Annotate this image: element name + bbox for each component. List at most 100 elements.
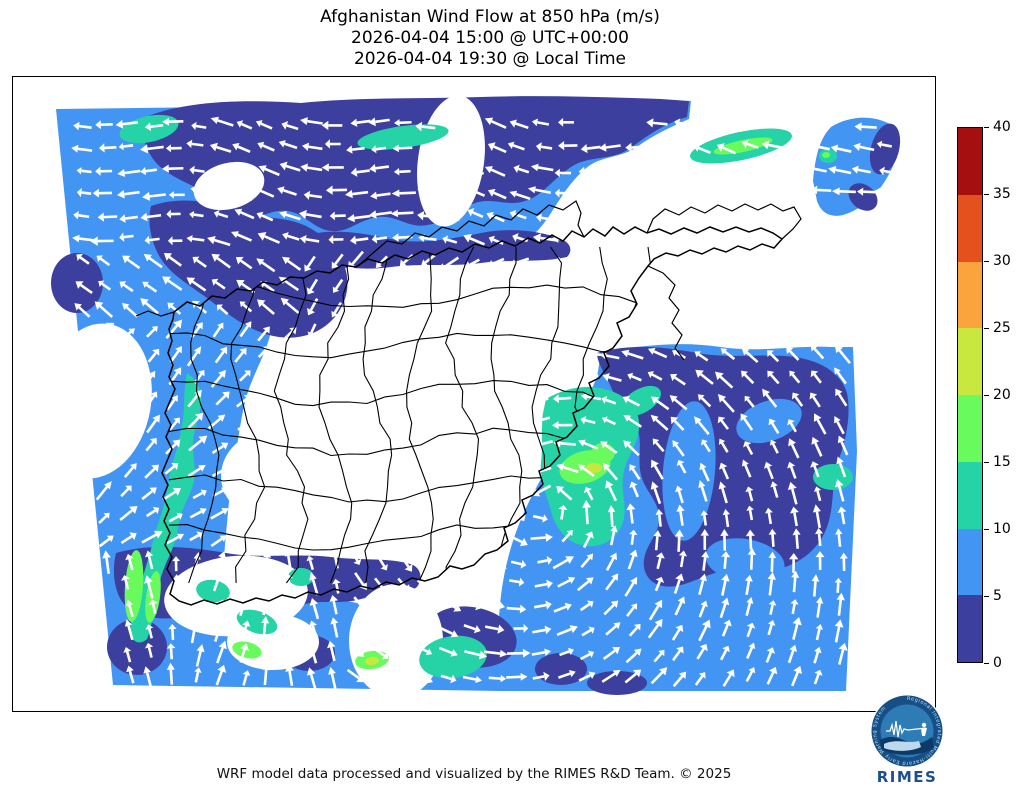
rimes-logo: Regional Integrated Multi-Hazard Early W… — [870, 694, 944, 786]
wind-arrow-shaft — [787, 650, 795, 664]
wind-arrow-shaft — [624, 672, 637, 684]
wind-arrow-shaft — [443, 256, 460, 268]
wind-arrow-shaft — [216, 257, 231, 269]
wind-arrow-head — [239, 348, 247, 356]
wind-arrow-head — [769, 666, 778, 675]
wind-arrow-shaft — [814, 442, 823, 457]
wind-arrow-shaft — [769, 237, 783, 242]
wind-arrow-head — [813, 486, 822, 492]
wind-arrow-shaft — [284, 142, 298, 150]
wind-arrow-head — [244, 438, 254, 446]
wind-arrow-shaft — [469, 237, 485, 246]
wind-arrow-head — [402, 626, 411, 635]
wind-arrow-head — [713, 303, 723, 311]
wind-arrow-head — [286, 642, 296, 649]
wind-arrow-head — [220, 442, 229, 450]
wind-arrow-head — [625, 142, 632, 153]
wind-arrow-head — [528, 349, 537, 358]
wind-arrow-head — [515, 465, 523, 473]
wind-arrow-shaft — [835, 168, 852, 175]
wind-arrow-head — [484, 117, 494, 125]
wind-arrow-shaft — [834, 305, 847, 319]
wind-arrow-head — [418, 308, 425, 315]
wind-arrow-head — [212, 189, 220, 199]
wind-arrow-shaft — [446, 238, 458, 244]
wind-arrow-head — [767, 370, 775, 378]
wind-arrow-head — [499, 649, 508, 658]
wind-arrow-shaft — [743, 417, 754, 431]
wind-arrow-shaft — [789, 422, 797, 433]
wind-arrow-shaft — [859, 145, 875, 152]
wind-arrow-head — [610, 600, 619, 608]
wind-arrow-head — [219, 535, 227, 542]
wind-arrow-shaft — [628, 417, 643, 428]
wind-arrow-head — [148, 599, 158, 606]
wind-arrow-head — [241, 461, 249, 470]
wind-arrow-head — [310, 472, 318, 478]
wind-arrow-shaft — [608, 375, 622, 382]
wind-arrow-shaft — [356, 119, 371, 125]
colorbar-segment-0-5 — [958, 595, 982, 662]
wind-arrow-shaft — [123, 442, 134, 455]
wind-arrow-head — [717, 278, 726, 287]
wind-arrow-head — [152, 506, 160, 515]
wind-arrow-shaft — [305, 213, 322, 219]
wind-arrow-head — [834, 479, 844, 488]
wind-arrow-head — [71, 144, 79, 153]
wind-arrow-head — [287, 346, 296, 354]
wind-arrow-head — [856, 187, 864, 196]
wind-arrow-shaft — [674, 398, 688, 411]
wind-arrow-head — [162, 276, 172, 285]
colorbar-tick-label: 0 — [993, 655, 1002, 671]
wind-arrow-shaft — [653, 236, 665, 240]
wind-arrow-head — [718, 165, 727, 175]
wind-arrow-head — [741, 259, 750, 268]
wind-arrow-head — [601, 395, 608, 405]
wind-arrow-shaft — [287, 555, 292, 571]
wind-arrow-head — [268, 370, 277, 379]
wind-arrow-shaft — [355, 321, 364, 333]
wind-arrow-head — [836, 279, 843, 287]
wind-arrow-shaft — [747, 302, 763, 314]
strong-wind-speckle — [419, 635, 487, 679]
wind-arrow-head — [623, 277, 630, 286]
wind-arrow-shaft — [78, 214, 90, 219]
wind-arrow-head — [792, 617, 802, 626]
wind-arrow-head — [124, 391, 132, 399]
wind-arrow-head — [398, 470, 407, 476]
wind-arrow-shaft — [421, 341, 434, 356]
wind-arrow-head — [715, 324, 723, 332]
wind-arrow-head — [242, 548, 251, 557]
wind-arrow-shaft — [837, 393, 848, 407]
wind-arrow-head — [834, 367, 841, 375]
wind-arrow-shaft — [749, 554, 754, 570]
wind-arrow-shaft — [742, 329, 756, 341]
wind-arrow-head — [596, 323, 605, 333]
wind-arrow-shaft — [216, 145, 232, 153]
wind-arrow-shaft — [169, 648, 174, 660]
wind-arrow-shaft — [128, 604, 134, 618]
wind-arrow-head — [106, 535, 114, 543]
wind-arrow-head — [76, 253, 83, 262]
wind-arrow-shaft — [629, 509, 634, 524]
wind-arrow-shaft — [585, 187, 599, 192]
wind-arrow-shaft — [353, 527, 362, 542]
wind-arrow-shaft — [306, 505, 314, 522]
wind-arrow-head — [854, 122, 862, 132]
wind-arrow-shaft — [539, 260, 554, 266]
wind-arrow-head — [232, 142, 240, 151]
wind-arrow-head — [383, 629, 393, 638]
wind-arrow-head — [693, 301, 701, 309]
wind-arrow-shaft — [95, 486, 108, 501]
wind-arrow-shaft — [262, 622, 267, 639]
wind-arrow-shaft — [492, 257, 505, 266]
wind-arrow-head — [222, 391, 230, 399]
wind-arrow-head — [245, 506, 253, 515]
wind-arrow-head — [828, 165, 837, 174]
wind-arrow-shaft — [698, 123, 715, 132]
wind-arrow-head — [764, 302, 772, 309]
wind-arrow-shaft — [417, 645, 429, 653]
wind-arrow-head — [356, 674, 365, 683]
wind-arrow-head — [270, 416, 280, 424]
wind-arrow-shaft — [373, 600, 386, 613]
